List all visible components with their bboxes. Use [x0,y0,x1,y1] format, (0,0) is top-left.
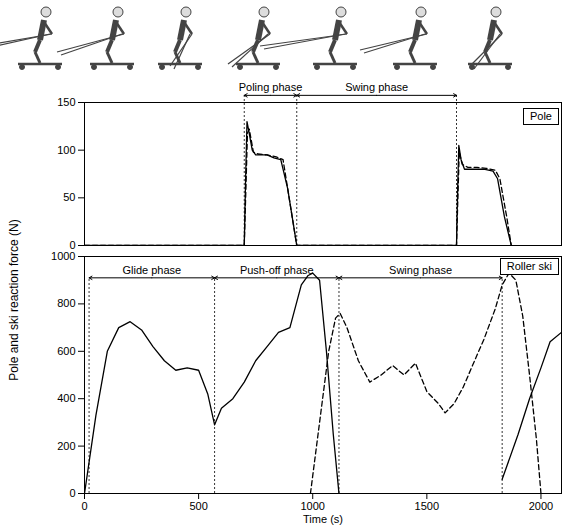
svg-text:50: 50 [63,191,75,203]
svg-text:2000: 2000 [529,500,553,512]
svg-text:1000: 1000 [51,251,75,262]
svg-text:200: 200 [57,440,75,452]
svg-text:600: 600 [57,345,75,357]
svg-text:0: 0 [81,500,87,512]
svg-text:150: 150 [57,96,75,108]
svg-text:1500: 1500 [415,500,439,512]
svg-text:0: 0 [69,239,75,251]
svg-text:800: 800 [57,297,75,309]
svg-text:400: 400 [57,392,75,404]
svg-text:Swing phase: Swing phase [345,81,408,93]
svg-text:Glide phase: Glide phase [122,264,181,276]
svg-text:1000: 1000 [300,500,324,512]
svg-text:Poling phase: Poling phase [239,81,303,93]
svg-text:Push-off phase: Push-off phase [240,264,314,276]
svg-text:0: 0 [69,487,75,499]
svg-text:500: 500 [189,500,207,512]
svg-text:100: 100 [57,144,75,156]
html-text:Roller ski: Roller ski [506,260,552,272]
svg-text:Swing phase: Swing phase [389,264,452,276]
html-text:Pole: Pole [530,110,552,122]
svg-text:Time (s): Time (s) [303,513,343,525]
html-text:Pole and ski reaction force (N: Pole and ski reaction force (N) [7,219,21,381]
